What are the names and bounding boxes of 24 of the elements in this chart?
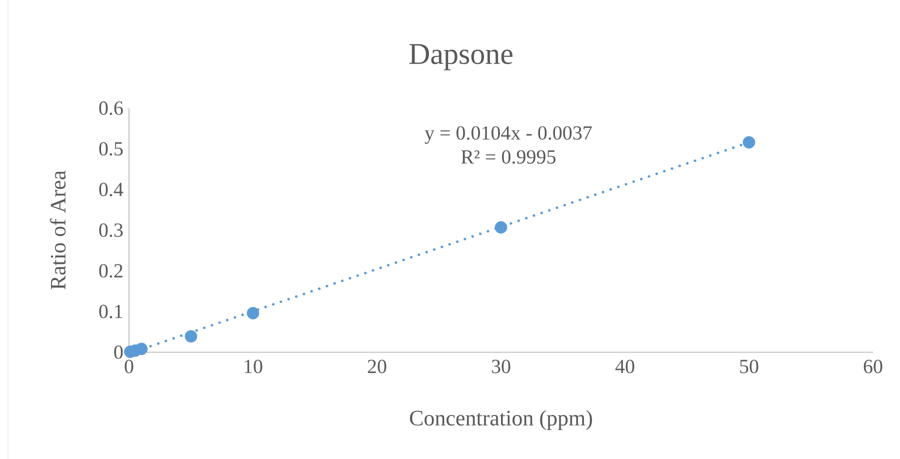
x-tick-label: 60 xyxy=(864,360,882,374)
x-tick-label: 0 xyxy=(124,360,134,374)
point xyxy=(246,306,260,320)
point xyxy=(742,136,756,148)
y-tick-label: 0.4 xyxy=(99,182,124,196)
chart-title: Dapsone xyxy=(409,44,512,70)
y-axis-title: Ratio of Area xyxy=(50,170,66,290)
y-tick-label: 0.2 xyxy=(99,264,122,278)
x-tick-label: 10 xyxy=(244,360,262,374)
point xyxy=(184,330,198,342)
x-tick-label: 40 xyxy=(615,360,634,374)
y-tick-label: 0.1 xyxy=(99,304,122,318)
x-axis-title: Concentration (ppm) xyxy=(410,410,592,430)
point xyxy=(494,220,508,234)
annotation: y = 0.0104x - 0.0037 xyxy=(424,126,592,144)
point xyxy=(135,342,148,355)
y-tick-label: 0.3 xyxy=(99,223,123,237)
x-tick-label: 30 xyxy=(492,360,510,374)
annotation: R² = 0.9995 xyxy=(461,150,556,164)
x-tick-label: 50 xyxy=(740,360,758,374)
x-tick-label: 20 xyxy=(368,360,386,374)
y-tick-label: 0.5 xyxy=(99,142,123,156)
y-tick-label: 0 xyxy=(114,345,123,359)
y-tick-label: 0.6 xyxy=(99,101,123,115)
